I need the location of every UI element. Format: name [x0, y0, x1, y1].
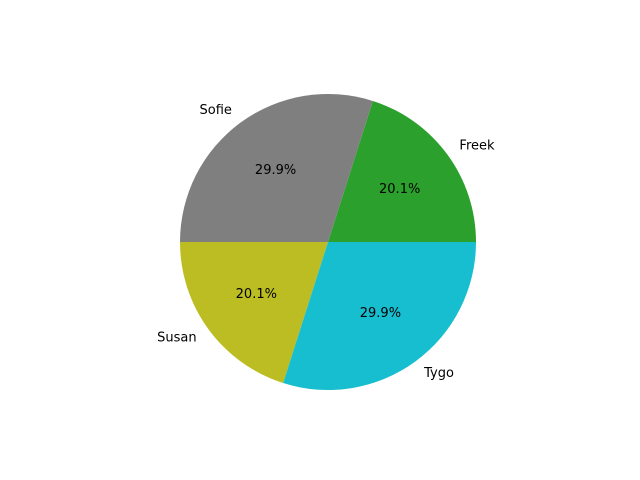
slice-percent-freek: 20.1% — [379, 182, 420, 197]
slice-percent-susan: 20.1% — [236, 287, 277, 302]
pie-slices — [180, 93, 477, 391]
slice-percent-tygo: 29.9% — [360, 306, 401, 321]
slice-percent-sofie: 29.9% — [255, 163, 296, 178]
slice-label-tygo: Tygo — [423, 366, 454, 381]
pie-slice-susan — [180, 242, 328, 384]
slice-label-susan: Susan — [157, 331, 196, 346]
pie-slice-sofie — [180, 93, 373, 242]
pie-labels: Freek 20.1% Sofie 29.9% Susan 20.1% Tygo 29.9% — [157, 103, 495, 381]
slice-label-sofie: Sofie — [199, 103, 231, 118]
slice-label-freek: Freek — [459, 138, 495, 153]
pie-slice-freek — [328, 100, 477, 242]
pie-slice-tygo — [283, 242, 476, 391]
